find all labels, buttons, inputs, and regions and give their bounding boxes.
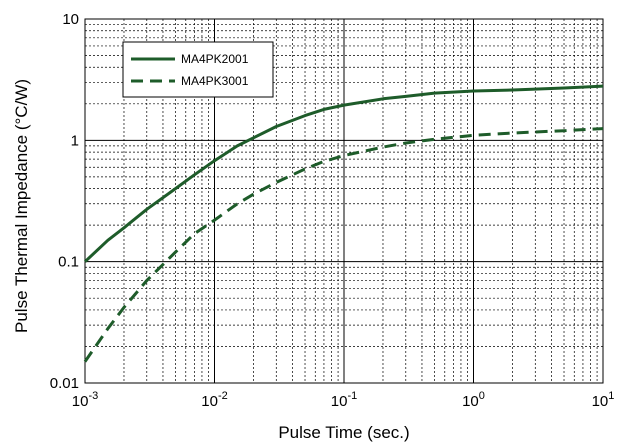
y-tick-label: 0.1 — [58, 254, 79, 271]
minor-grid — [85, 19, 603, 383]
y-axis-title: Pulse Thermal Impedance (°C/W) — [12, 79, 31, 333]
y-tick-label: 0.01 — [50, 375, 79, 392]
series-line-ma4pk3001 — [83, 127, 604, 363]
y-tick-label: 10 — [62, 11, 79, 28]
x-tick-label: 10-2 — [201, 390, 227, 410]
series-layer — [83, 84, 604, 363]
legend-label-ma4pk2001: MA4PK2001 — [181, 52, 249, 66]
legend: MA4PK2001 MA4PK3001 — [122, 41, 274, 98]
y-tick-labels: 0.01 0.1 1 10 — [50, 11, 79, 392]
legend-box — [122, 41, 274, 98]
plot-frame — [84, 18, 604, 384]
x-tick-label: 10-1 — [331, 390, 357, 410]
y-tick-label: 1 — [71, 132, 79, 149]
x-tick-label: 101 — [592, 390, 615, 410]
x-tick-labels: 10-3 10-2 10-1 100 101 — [72, 390, 615, 410]
x-tick-label: 10-3 — [72, 390, 98, 410]
x-axis-title: Pulse Time (sec.) — [278, 423, 409, 442]
x-tick-label: 100 — [462, 390, 485, 410]
legend-label-ma4pk3001: MA4PK3001 — [181, 74, 249, 88]
series-line-ma4pk2001 — [83, 84, 604, 263]
